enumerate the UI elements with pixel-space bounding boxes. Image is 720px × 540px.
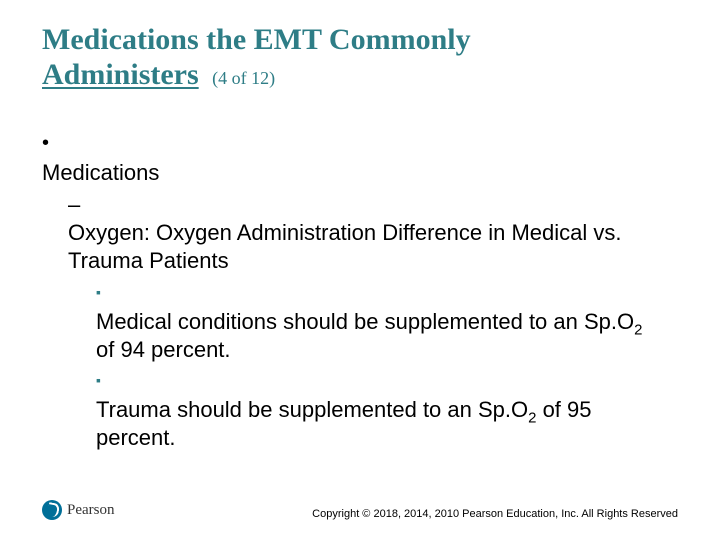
body-content: Medications Oxygen: Oxygen Administratio…: [42, 131, 678, 453]
bullet-lvl3-text: Medical conditions should be supplemente…: [96, 308, 650, 364]
title-counter: (4 of 12): [212, 68, 275, 88]
bullet-lvl3: Trauma should be supplemented to an Sp.O…: [96, 368, 678, 452]
bullet-lvl1-text: Medications: [42, 159, 652, 187]
bullet-lvl3: Medical conditions should be supplemente…: [96, 280, 678, 364]
publisher-logo: Pearson: [42, 500, 115, 520]
logo-text: Pearson: [67, 502, 115, 519]
bullet-lvl2-text: Oxygen: Oxygen Administration Difference…: [68, 219, 650, 275]
slide: Medications the EMT Commonly Administers…: [0, 0, 720, 540]
copyright-text: Copyright © 2018, 2014, 2010 Pearson Edu…: [312, 508, 678, 520]
title-block: Medications the EMT Commonly Administers…: [42, 22, 678, 93]
bullet-lvl1: Medications Oxygen: Oxygen Administratio…: [42, 131, 678, 453]
bullet-lvl3-text: Trauma should be supplemented to an Sp.O…: [96, 396, 650, 452]
bullet-lvl2: Oxygen: Oxygen Administration Difference…: [68, 191, 678, 452]
title-line2: Administers: [42, 58, 199, 91]
footer: Pearson Copyright © 2018, 2014, 2010 Pea…: [42, 500, 678, 520]
slide-title: Medications the EMT Commonly Administers…: [42, 22, 678, 93]
logo-icon: [42, 500, 62, 520]
title-line1: Medications the EMT Commonly: [42, 23, 471, 56]
